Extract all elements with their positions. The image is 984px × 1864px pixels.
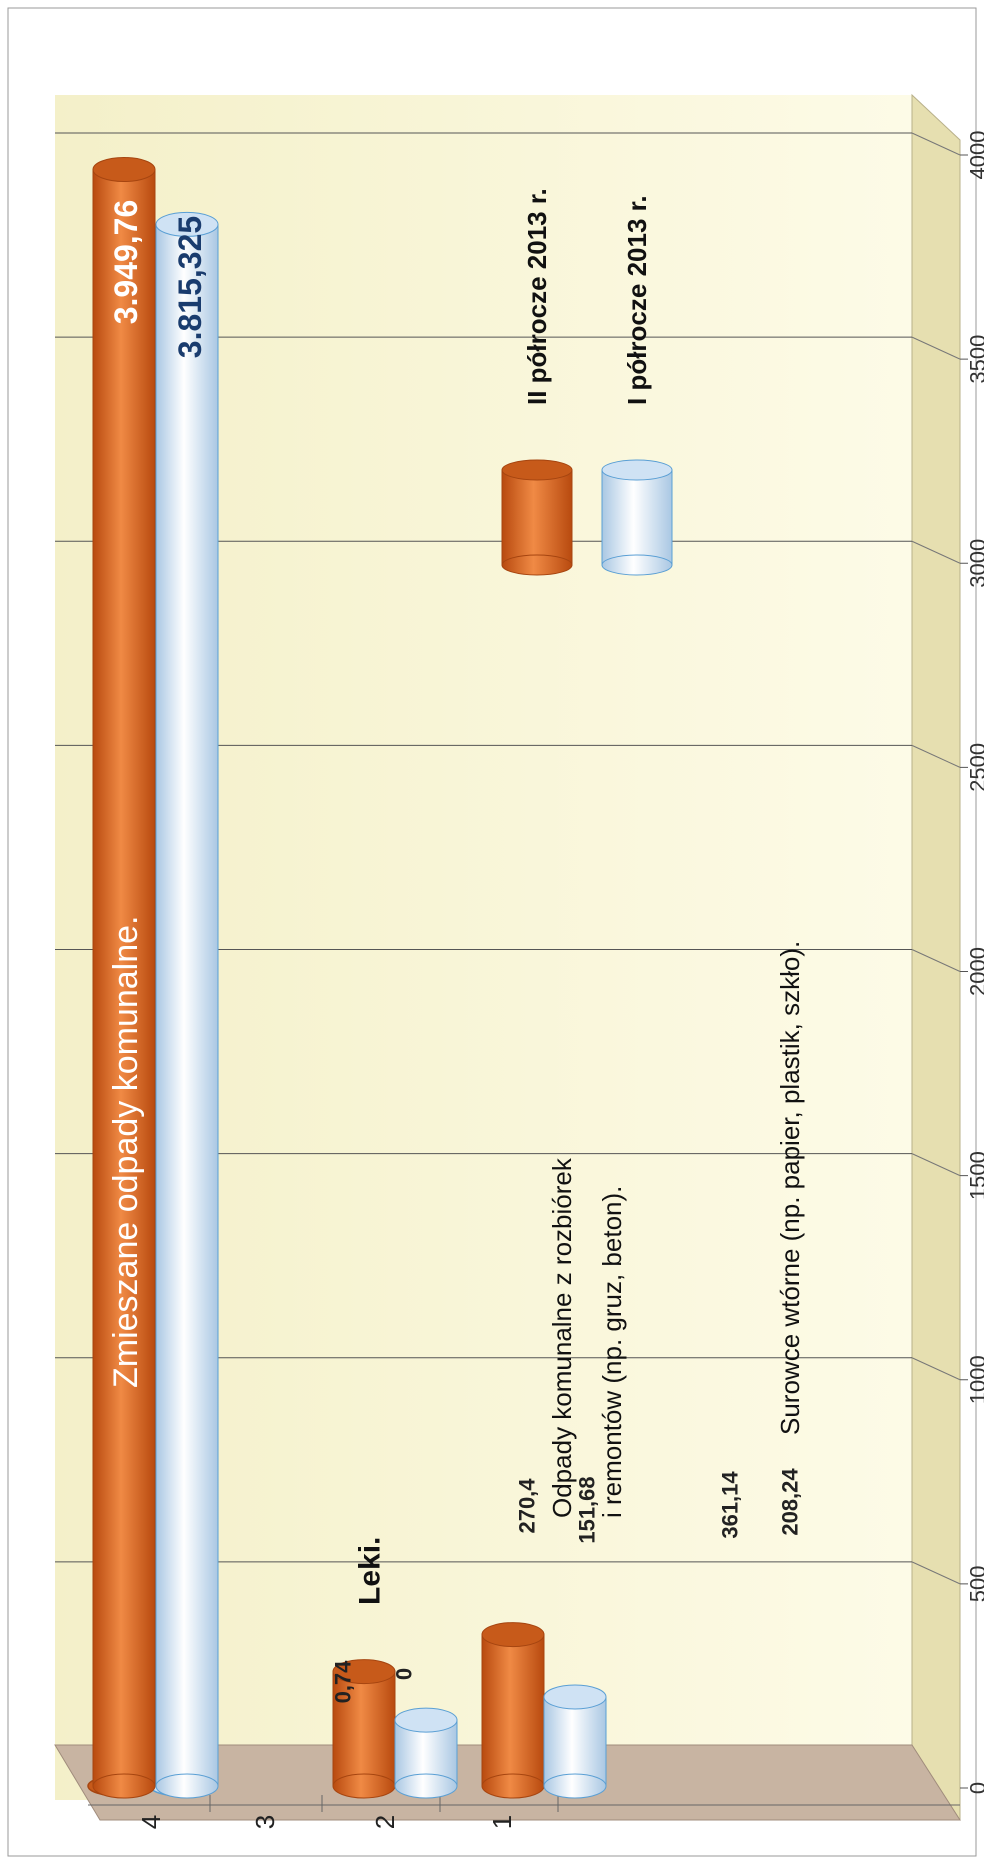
legend-swatch-base	[601, 554, 673, 576]
data-label: 3.815,325	[172, 216, 208, 358]
cylinder-top	[394, 1707, 458, 1733]
cylinder-base	[332, 1773, 396, 1799]
category-tick-label: 3	[250, 1815, 280, 1829]
category-name-label: Zmieszane odpady komunalne.	[107, 916, 145, 1389]
legend	[501, 459, 673, 576]
cylinder-body	[481, 1634, 545, 1787]
category-tick-label: 4	[136, 1815, 166, 1829]
category-tick-label: 1	[487, 1815, 517, 1829]
legend-label: I półrocze 2013 r.	[622, 195, 652, 405]
cylinder-top	[332, 1659, 396, 1685]
gridline-side	[911, 1561, 961, 1585]
legend-swatch-top	[501, 459, 573, 481]
data-label: 0	[392, 1668, 417, 1680]
value-tick-label: 4000	[966, 131, 984, 180]
value-tick-label: 3500	[966, 335, 984, 384]
cylinder-top	[543, 1684, 607, 1710]
gridline-side	[911, 1153, 961, 1177]
cylinder-body	[92, 169, 156, 1787]
cylinder-body	[543, 1696, 607, 1787]
data-label: 3.949,76	[108, 200, 144, 325]
data-label: 0,74	[331, 1660, 356, 1704]
category-name-label: i remontów (np. gruz, beton).	[597, 1186, 627, 1518]
value-tick-label: 2500	[966, 743, 984, 792]
value-tick-label: 2000	[966, 947, 984, 996]
cylinder-base	[394, 1773, 458, 1799]
cylinder-base	[481, 1773, 545, 1799]
labels-layer: 0 500 1000 1500 2000 2500 3000 3500 4000 1 2 3 4 3.94…	[107, 131, 984, 1830]
cylinder-base	[92, 1773, 156, 1799]
cylinder-body	[155, 223, 219, 1787]
cylinder-top	[155, 211, 219, 237]
data-label: 361,14	[718, 1471, 743, 1539]
value-tick-label: 500	[966, 1566, 984, 1603]
legend-swatch-body	[601, 469, 673, 566]
category-tick-label: 2	[370, 1815, 400, 1829]
legend-swatch-top	[601, 459, 673, 481]
legend-swatch-body	[501, 469, 573, 566]
gridline-side	[911, 949, 961, 972]
category-name-label: Leki.	[354, 1537, 387, 1605]
bars-layer	[87, 157, 607, 1799]
gridline-side	[911, 1357, 961, 1381]
gridline-side	[911, 540, 961, 564]
cylinder-top	[481, 1622, 545, 1648]
gridline-side	[911, 336, 961, 360]
cylinder-base	[155, 1773, 219, 1799]
data-label: 151,68	[575, 1476, 600, 1543]
plot-side-wall	[911, 93, 961, 1821]
category-name-label: Surowce wtórne (np. papier, plastik, szk…	[775, 941, 805, 1435]
cylinder-base	[543, 1773, 607, 1799]
value-tick-label: 1000	[966, 1355, 984, 1404]
plot-back-wall	[55, 95, 912, 1800]
cylinder-top	[92, 157, 156, 183]
data-label: 270,4	[515, 1478, 540, 1534]
value-tick-label: 3000	[966, 539, 984, 588]
value-tick-label: 0	[966, 1782, 984, 1794]
legend-label: II półrocze 2013 r.	[522, 188, 552, 405]
category-name-label: Odpady komunalne z rozbiórek	[547, 1157, 577, 1518]
chart-frame	[7, 7, 977, 1857]
data-label: 208,24	[778, 1468, 803, 1536]
gridline-side	[911, 744, 961, 768]
outer-border	[7, 7, 977, 1857]
value-tick-label: 1500	[966, 1151, 984, 1200]
gridline-side	[911, 132, 961, 156]
legend-swatch-base	[501, 554, 573, 576]
cylinder-body	[332, 1671, 396, 1787]
